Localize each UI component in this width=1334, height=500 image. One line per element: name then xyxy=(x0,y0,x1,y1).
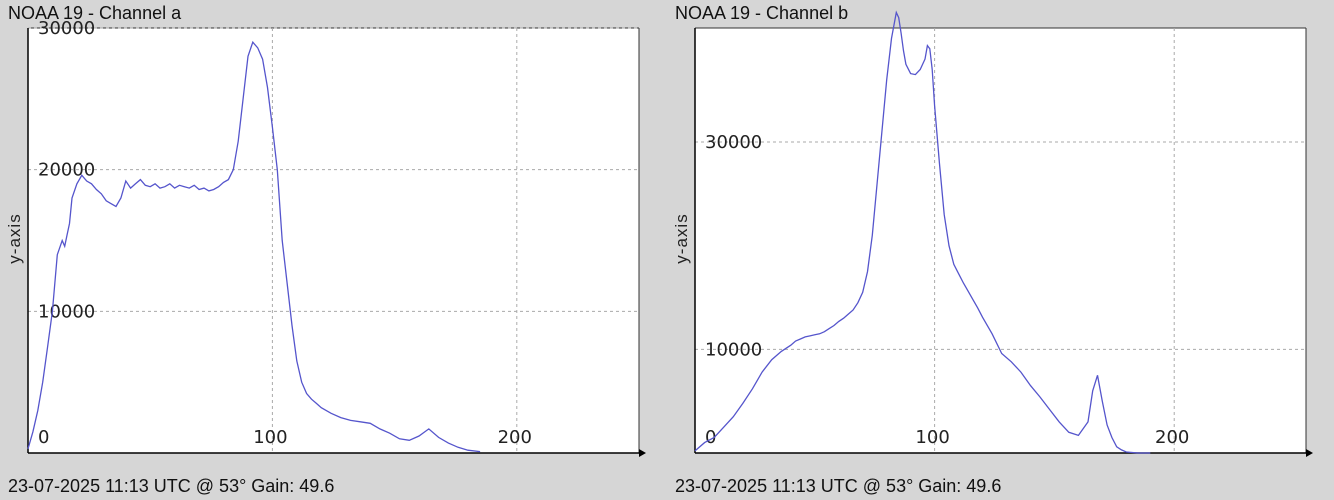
chart-panel-channel-b: NOAA 19 - Channel b 0 100 200 10000 30000 y-a… xyxy=(667,0,1334,500)
plot-background xyxy=(28,28,639,453)
y-axis-label: y-axis xyxy=(5,213,24,263)
y-tick-label: 10000 xyxy=(705,339,762,360)
chart-title: NOAA 19 - Channel a xyxy=(8,3,182,23)
x-tick-label: 100 xyxy=(915,427,949,448)
x-tick-label: 0 xyxy=(705,427,716,448)
x-tick-label: 200 xyxy=(1155,427,1189,448)
chart-plot-area: 0 100 200 10000 20000 30000 y-axis xyxy=(5,18,646,457)
x-axis-arrow xyxy=(1306,449,1313,457)
x-tick-label: 0 xyxy=(38,427,49,448)
plot-background xyxy=(695,28,1306,453)
series-line xyxy=(694,10,1151,454)
y-tick-label: 10000 xyxy=(38,301,95,322)
chart-panel-channel-a: NOAA 19 - Channel a 0 100 200 10000 20000 300… xyxy=(5,3,646,496)
chart-title: NOAA 19 - Channel b xyxy=(675,3,849,23)
series-line xyxy=(27,40,481,453)
y-tick-label: 30000 xyxy=(705,132,762,153)
x-tick-label: 100 xyxy=(253,427,287,448)
chart-footer-timestamp: 23-07-2025 11:13 UTC @ 53° Gain: 49.6 xyxy=(675,476,1002,496)
y-tick-label: 20000 xyxy=(38,160,95,181)
chart-footer-timestamp: 23-07-2025 11:13 UTC @ 53° Gain: 49.6 xyxy=(8,476,335,496)
chart-plot-area: 0 100 200 10000 30000 y-axis xyxy=(672,10,1313,457)
y-tick-label: 30000 xyxy=(38,18,95,39)
x-tick-label: 200 xyxy=(498,427,532,448)
x-axis-arrow xyxy=(639,449,646,457)
y-axis-label: y-axis xyxy=(672,213,691,263)
